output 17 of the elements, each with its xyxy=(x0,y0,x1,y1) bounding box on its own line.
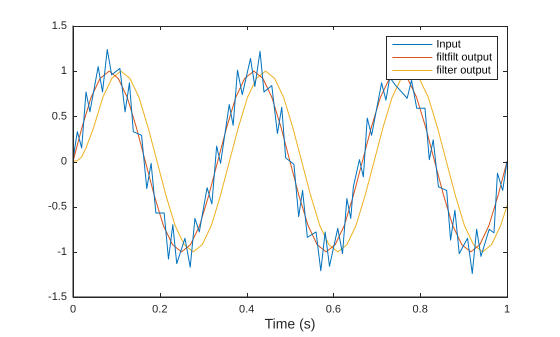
y-tick-label: 1.5 xyxy=(52,20,67,32)
x-tick-label: 0.8 xyxy=(412,304,428,316)
x-tick-label: 0 xyxy=(70,304,76,316)
y-tick-label: -1 xyxy=(57,246,67,258)
x-tick-label: 0.6 xyxy=(326,304,342,316)
x-tick-label: 0.2 xyxy=(152,304,168,316)
x-tick-label: 1 xyxy=(504,304,510,316)
y-tick-label: -1.5 xyxy=(48,291,67,304)
y-tick-label: 0.5 xyxy=(52,110,67,122)
x-axis-title: Time (s) xyxy=(264,315,316,332)
y-tick-label: -0.5 xyxy=(48,200,67,213)
x-tick-label: 0.4 xyxy=(238,304,254,316)
y-tick-label: 1 xyxy=(60,65,67,78)
y-tick-label: 0 xyxy=(60,156,67,168)
legend-label: Input xyxy=(436,38,461,51)
legend-label: filtfilt output xyxy=(436,52,492,64)
legend-label: filter output xyxy=(436,64,491,77)
